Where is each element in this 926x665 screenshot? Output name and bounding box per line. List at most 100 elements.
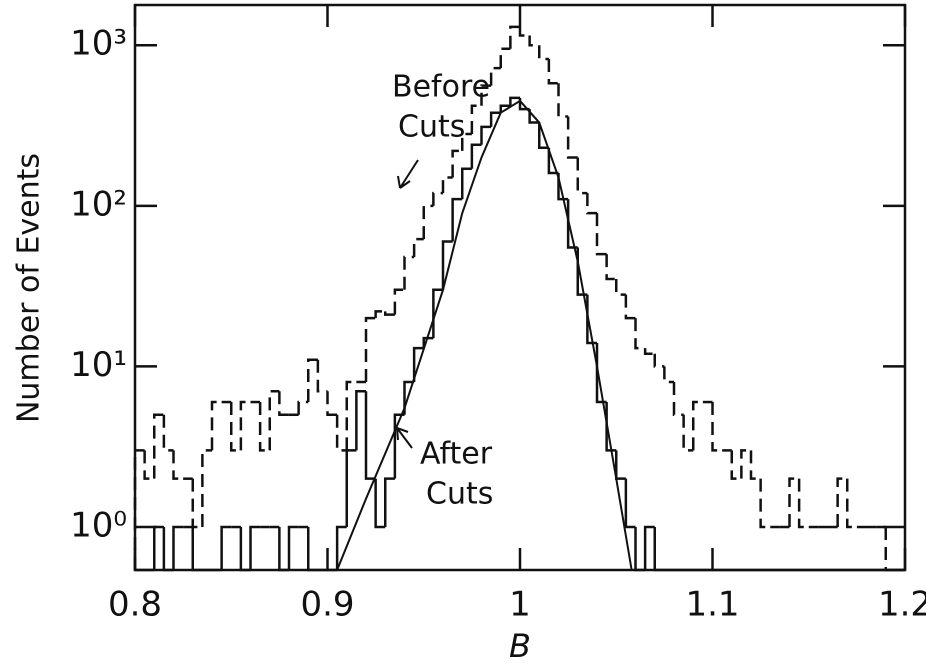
histogram-bin xyxy=(518,26,530,37)
histogram-bin xyxy=(432,191,443,206)
histogram-bin xyxy=(576,157,588,195)
histogram-bin xyxy=(239,527,251,572)
histogram-bin xyxy=(528,35,540,47)
histogram-bin xyxy=(278,527,289,572)
histogram-bin xyxy=(345,449,357,528)
histogram-bin xyxy=(133,449,145,570)
histogram-bin xyxy=(489,111,501,127)
histogram-bin xyxy=(143,450,155,480)
histogram-bin xyxy=(412,346,424,382)
y-tick-label: 10¹ xyxy=(70,345,127,385)
histogram-bin xyxy=(884,527,896,572)
histogram-bin xyxy=(307,358,318,403)
histogram-bin xyxy=(461,132,472,151)
histogram-bin xyxy=(836,477,848,528)
histogram-bin xyxy=(153,525,164,570)
histogram-bin xyxy=(384,311,395,316)
histogram-bin xyxy=(191,478,203,529)
histogram-bin xyxy=(172,450,184,480)
histogram-bin xyxy=(682,414,694,452)
histogram-bin xyxy=(740,449,751,479)
y-tick-label: 10⁰ xyxy=(70,506,127,546)
histogram-bin xyxy=(624,478,636,529)
histogram-bin xyxy=(538,122,549,149)
histogram-bin xyxy=(797,478,809,529)
histogram-bin xyxy=(547,147,559,175)
histogram-bin xyxy=(335,525,347,570)
histogram-bin xyxy=(692,400,703,451)
histogram-bin xyxy=(470,104,482,135)
x-tick-label: 1.1 xyxy=(685,585,739,625)
x-axis-label: B xyxy=(509,627,531,665)
histogram-bin xyxy=(307,527,318,572)
annotation: Cuts xyxy=(426,477,493,512)
histogram-bin xyxy=(210,400,222,451)
histogram-bin xyxy=(538,45,549,61)
histogram-bin xyxy=(393,288,405,315)
histogram-bin xyxy=(422,336,434,349)
x-tick-label: 0.8 xyxy=(108,585,162,625)
histogram-bin xyxy=(172,525,184,570)
fit-curve xyxy=(336,99,633,571)
histogram-bin xyxy=(326,391,338,417)
histogram-bin xyxy=(239,400,251,451)
histogram-bin xyxy=(297,400,309,415)
histogram-bin xyxy=(364,316,376,382)
histogram-bin xyxy=(634,318,646,350)
histogram-bin xyxy=(846,478,857,529)
histogram-bin xyxy=(258,402,270,452)
histogram-bin xyxy=(499,104,511,113)
arrow xyxy=(397,159,419,189)
histogram-bin xyxy=(461,167,472,200)
histogram-bin xyxy=(201,449,212,528)
y-tick-label: 10³ xyxy=(70,24,127,64)
histogram-bin xyxy=(384,477,395,528)
histogram-bin xyxy=(412,237,424,258)
histogram-bin xyxy=(672,381,684,417)
histogram-bin xyxy=(162,527,174,572)
histogram-bin xyxy=(374,478,386,529)
histogram-bin xyxy=(586,193,597,215)
histogram-bin xyxy=(653,527,665,572)
histogram-bin xyxy=(615,279,626,296)
histogram-bin xyxy=(374,310,386,319)
histogram-bin xyxy=(422,204,434,240)
y-axis-label: Number of Events xyxy=(12,153,47,423)
histogram-bin xyxy=(615,450,626,480)
histogram-bin xyxy=(278,391,289,417)
histogram-bin xyxy=(711,402,723,452)
histogram-bin xyxy=(566,116,578,159)
histogram-bin xyxy=(335,414,347,452)
histogram-bin xyxy=(624,294,636,320)
histogram-bin xyxy=(345,380,357,451)
histogram-bin xyxy=(749,450,761,480)
histogram-bin xyxy=(287,525,299,570)
histogram-bin xyxy=(441,176,453,194)
x-tick-label: 1 xyxy=(509,585,531,625)
x-tick-label: 0.9 xyxy=(300,585,354,625)
histogram-bin xyxy=(480,125,492,145)
histogram-bin xyxy=(403,255,415,290)
histogram-bin xyxy=(643,525,655,570)
histogram-bin xyxy=(557,83,569,118)
histogram-bin xyxy=(162,414,174,452)
x-tick-label: 1.2 xyxy=(878,585,926,625)
histogram-bin xyxy=(653,353,665,368)
histogram-bin xyxy=(441,240,453,290)
histogram-bin xyxy=(355,390,366,451)
histogram-bin xyxy=(230,402,241,452)
annotation: After xyxy=(420,437,493,472)
histogram-bin xyxy=(191,527,203,572)
histogram-bin xyxy=(249,525,261,570)
histogram-bin xyxy=(268,390,280,451)
histogram-bin xyxy=(451,149,463,178)
histogram-bin xyxy=(470,143,482,169)
histogram-bin xyxy=(451,197,463,242)
histogram-bin xyxy=(489,66,501,86)
histogram-bin xyxy=(595,213,607,256)
histogram-bin xyxy=(634,527,646,572)
histogram-bin xyxy=(528,109,540,124)
histogram-bin xyxy=(220,525,232,570)
histogram-bin xyxy=(643,348,655,355)
